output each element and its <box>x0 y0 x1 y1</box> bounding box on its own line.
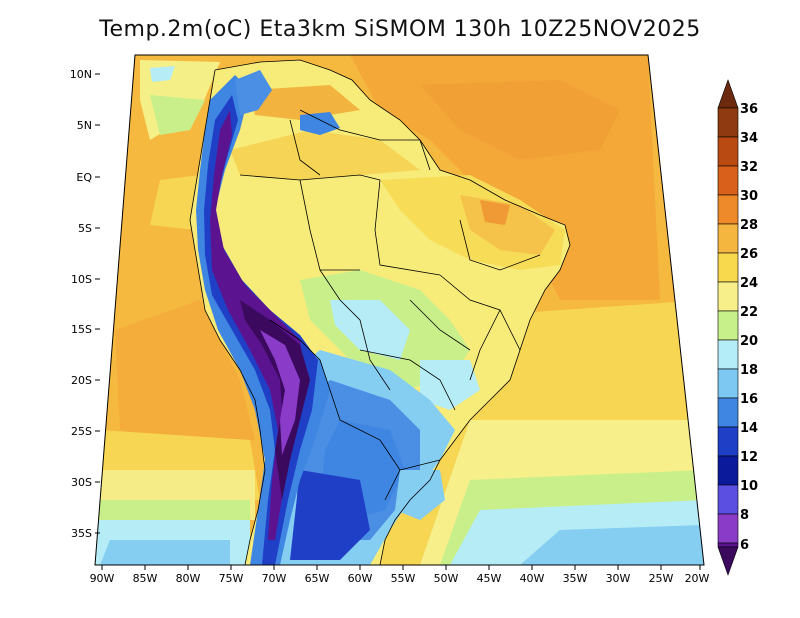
lat-label: 25S <box>71 425 92 438</box>
colorbar-swatch <box>717 136 739 167</box>
latitude-axis: 10N 5N EQ 5S 10S 15S 20S 25S 30S 35S <box>70 68 100 540</box>
colorbar-label: 36 <box>740 102 758 117</box>
lat-label: 10N <box>70 68 92 81</box>
lat-label: 5N <box>77 119 92 132</box>
lat-label: EQ <box>76 171 92 184</box>
colorbar-label: 22 <box>740 305 758 320</box>
colorbar-swatch <box>717 513 739 544</box>
colorbar-swatch <box>717 339 739 370</box>
lon-label: 50W <box>434 572 459 585</box>
lon-label: 85W <box>133 572 158 585</box>
colorbar-swatch <box>717 426 739 457</box>
lat-label: 30S <box>71 476 92 489</box>
colorbar-label: 20 <box>740 334 758 349</box>
colorbar-swatch <box>717 484 739 515</box>
lon-label: 80W <box>176 572 201 585</box>
lon-label: 75W <box>219 572 244 585</box>
map-frame <box>94 54 705 566</box>
colorbar-swatch <box>717 455 739 486</box>
lon-label: 60W <box>348 572 373 585</box>
colorbar-label: 14 <box>740 421 758 436</box>
colorbar-label: 12 <box>740 450 758 465</box>
lon-label: 65W <box>305 572 330 585</box>
lon-label: 55W <box>391 572 416 585</box>
colorbar-swatch <box>717 165 739 196</box>
colorbar-swatch <box>717 310 739 341</box>
lon-label: 70W <box>262 572 287 585</box>
lon-label: 30W <box>606 572 631 585</box>
colorbar-swatch <box>717 194 739 225</box>
lat-label: 5S <box>78 222 92 235</box>
colorbar-label: 24 <box>740 276 758 291</box>
lat-label: 20S <box>71 374 92 387</box>
temperature-field <box>95 55 704 565</box>
longitude-axis: 90W 85W 80W 75W 70W 65W 60W 55W 50W 45W … <box>90 565 710 585</box>
colorbar-swatch <box>717 281 739 312</box>
lon-label: 90W <box>90 572 115 585</box>
colorbar-swatch <box>717 107 739 138</box>
colorbar-swatch <box>717 252 739 283</box>
colorbar-label: 26 <box>740 247 758 262</box>
lon-label: 25W <box>649 572 674 585</box>
colorbar-label: 30 <box>740 189 758 204</box>
lon-label: 45W <box>477 572 502 585</box>
colorbar-swatch <box>717 542 739 548</box>
lat-label: 15S <box>71 323 92 336</box>
lon-label: 40W <box>520 572 545 585</box>
map-title: Temp.2m(oC) Eta3km SiSMOM 130h 10Z25NOV2… <box>99 17 701 42</box>
colorbar-label: 6 <box>740 538 749 553</box>
colorbar-label: 10 <box>740 479 758 494</box>
colorbar-label: 16 <box>740 392 758 407</box>
colorbar-swatch <box>717 368 739 399</box>
colorbar-swatch <box>717 397 739 428</box>
colorbar-label: 32 <box>740 160 758 175</box>
colorbar-label: 18 <box>740 363 758 378</box>
lon-label: 20W <box>685 572 710 585</box>
colorbar-swatch <box>717 223 739 254</box>
colorbar-legend: 36 34 32 30 28 26 24 22 20 18 16 14 12 1… <box>717 79 758 576</box>
colorbar-top-arrow <box>717 79 739 109</box>
lat-label: 10S <box>71 273 92 286</box>
lat-label: 35S <box>71 527 92 540</box>
colorbar-label: 28 <box>740 218 758 233</box>
lon-label: 35W <box>563 572 588 585</box>
colorbar-label: 34 <box>740 131 758 146</box>
colorbar-label: 8 <box>740 508 749 523</box>
country-borders <box>189 59 571 565</box>
colorbar-bottom-arrow <box>717 546 739 576</box>
